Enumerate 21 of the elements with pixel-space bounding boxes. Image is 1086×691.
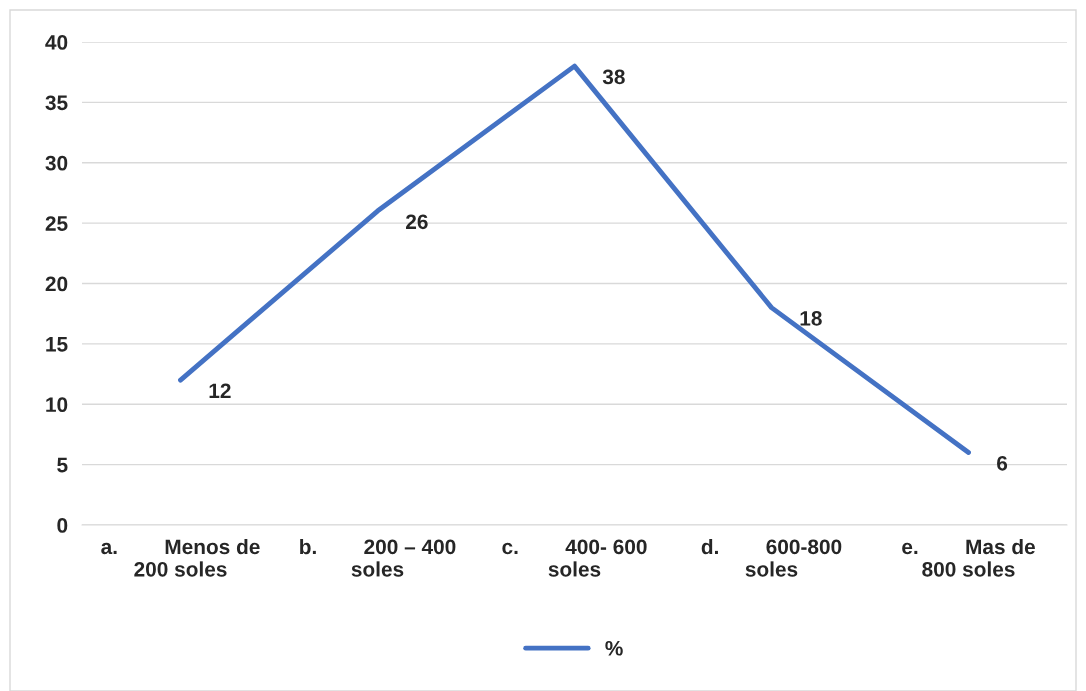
x-tick-label: c. 400- 600 soles (502, 539, 647, 577)
y-tick-label: 25 (45, 216, 68, 231)
y-tick-label: 15 (46, 337, 68, 352)
x-tick-label: a. Menos de 200 soles (101, 538, 260, 577)
data-label: 6 (997, 455, 1008, 471)
data-label: 26 (406, 214, 428, 230)
y-tick-label: 0 (57, 518, 68, 533)
x-tick-label: d. 600-800 soles (701, 538, 842, 577)
data-label: 12 (209, 383, 231, 398)
y-tick-label: 35 (45, 95, 68, 111)
y-tick-label: 40 (45, 35, 68, 50)
y-tick-label: 30 (45, 155, 68, 171)
data-label: 38 (602, 69, 625, 85)
y-tick-label: 5 (57, 457, 68, 473)
y-tick-label: 10 (46, 397, 68, 412)
x-tick-label: e. Mas de 800 soles (902, 538, 1035, 577)
data-label: 18 (800, 310, 822, 326)
legend-label: % (605, 640, 623, 656)
line-series (178, 63, 971, 455)
x-tick-label: b. 200 – 400 soles (300, 538, 456, 577)
y-tick-label: 20 (45, 276, 68, 292)
